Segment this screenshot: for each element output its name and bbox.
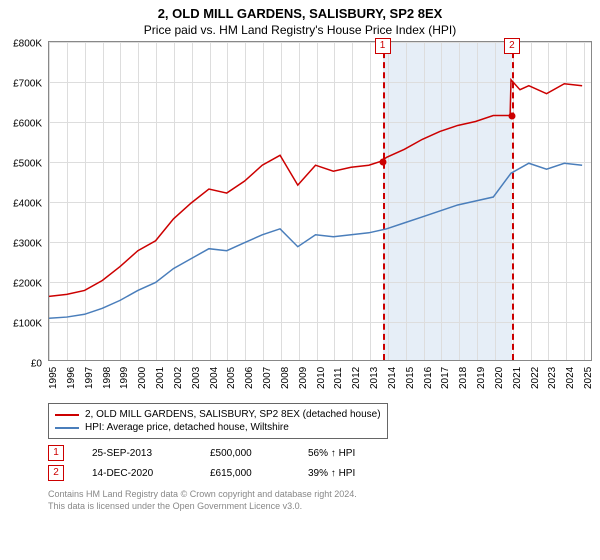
x-tick-label: 2006 (244, 367, 255, 389)
footer-attribution: Contains HM Land Registry data © Crown c… (48, 489, 592, 512)
x-tick-label: 1998 (102, 367, 113, 389)
series-line-property (49, 80, 582, 297)
x-tick-label: 2014 (387, 367, 398, 389)
x-tick-label: 2005 (226, 367, 237, 389)
x-tick-label: 2017 (440, 367, 451, 389)
sale-date: 25-SEP-2013 (92, 448, 182, 459)
sale-dot (379, 159, 386, 166)
chart-svg (49, 42, 591, 360)
y-tick-label: £300K (2, 239, 42, 250)
x-tick-label: 2025 (583, 367, 594, 389)
x-tick-label: 2013 (369, 367, 380, 389)
x-tick-label: 2004 (209, 367, 220, 389)
x-tick-label: 2024 (565, 367, 576, 389)
legend-swatch (55, 414, 79, 416)
x-tick-label: 2001 (155, 367, 166, 389)
chart-container: 2, OLD MILL GARDENS, SALISBURY, SP2 8EX … (0, 0, 600, 560)
x-axis: 1995 1996 1997 1998 1999 2000 2001 2002 2003 2004… (48, 361, 592, 397)
series-line-hpi (49, 163, 582, 318)
legend-item: HPI: Average price, detached house, Wilt… (55, 421, 381, 434)
x-tick-label: 1999 (119, 367, 130, 389)
x-tick-label: 2000 (137, 367, 148, 389)
chart-title: 2, OLD MILL GARDENS, SALISBURY, SP2 8EX (0, 0, 600, 21)
x-tick-label: 2008 (280, 367, 291, 389)
sale-price: £615,000 (210, 468, 280, 479)
x-tick-label: 2020 (494, 367, 505, 389)
x-tick-label: 2009 (298, 367, 309, 389)
chart-plot-area: 12 (48, 41, 592, 361)
x-tick-label: 2019 (476, 367, 487, 389)
marker-badge: 1 (375, 38, 391, 54)
y-tick-label: £200K (2, 279, 42, 290)
legend: 2, OLD MILL GARDENS, SALISBURY, SP2 8EX … (48, 403, 388, 439)
x-tick-label: 2010 (316, 367, 327, 389)
y-axis: £0£100K£200K£300K£400K£500K£600K£700K£80… (0, 44, 46, 364)
x-tick-label: 2002 (173, 367, 184, 389)
sale-dot (508, 113, 515, 120)
x-tick-label: 1995 (48, 367, 59, 389)
x-tick-label: 1996 (66, 367, 77, 389)
x-tick-label: 2016 (423, 367, 434, 389)
sale-row: 1 25-SEP-2013 £500,000 56% ↑ HPI (48, 443, 592, 463)
marker-badge: 2 (504, 38, 520, 54)
sale-badge: 2 (48, 465, 64, 481)
x-tick-label: 2021 (512, 367, 523, 389)
footer-line-1: Contains HM Land Registry data © Crown c… (48, 489, 592, 501)
x-tick-label: 2007 (262, 367, 273, 389)
y-tick-label: £100K (2, 319, 42, 330)
x-tick-label: 2018 (458, 367, 469, 389)
sales-table: 1 25-SEP-2013 £500,000 56% ↑ HPI 2 14-DEC-202… (48, 443, 592, 483)
sale-badge: 1 (48, 445, 64, 461)
x-tick-label: 2015 (405, 367, 416, 389)
x-tick-label: 2011 (333, 367, 344, 389)
y-tick-label: £600K (2, 119, 42, 130)
legend-item: 2, OLD MILL GARDENS, SALISBURY, SP2 8EX … (55, 408, 381, 421)
x-tick-label: 1997 (84, 367, 95, 389)
x-tick-label: 2022 (530, 367, 541, 389)
y-tick-label: £800K (2, 39, 42, 50)
sale-price: £500,000 (210, 448, 280, 459)
footer-line-2: This data is licensed under the Open Gov… (48, 501, 592, 513)
y-tick-label: £500K (2, 159, 42, 170)
legend-label: HPI: Average price, detached house, Wilt… (85, 422, 289, 433)
x-tick-label: 2023 (547, 367, 558, 389)
sale-diff: 39% ↑ HPI (308, 468, 388, 479)
sale-row: 2 14-DEC-2020 £615,000 39% ↑ HPI (48, 463, 592, 483)
sale-diff: 56% ↑ HPI (308, 448, 388, 459)
legend-swatch (55, 427, 79, 429)
sale-date: 14-DEC-2020 (92, 468, 182, 479)
y-tick-label: £700K (2, 79, 42, 90)
y-tick-label: £0 (2, 359, 42, 370)
x-tick-label: 2003 (191, 367, 202, 389)
y-tick-label: £400K (2, 199, 42, 210)
legend-label: 2, OLD MILL GARDENS, SALISBURY, SP2 8EX … (85, 409, 381, 420)
x-tick-label: 2012 (351, 367, 362, 389)
